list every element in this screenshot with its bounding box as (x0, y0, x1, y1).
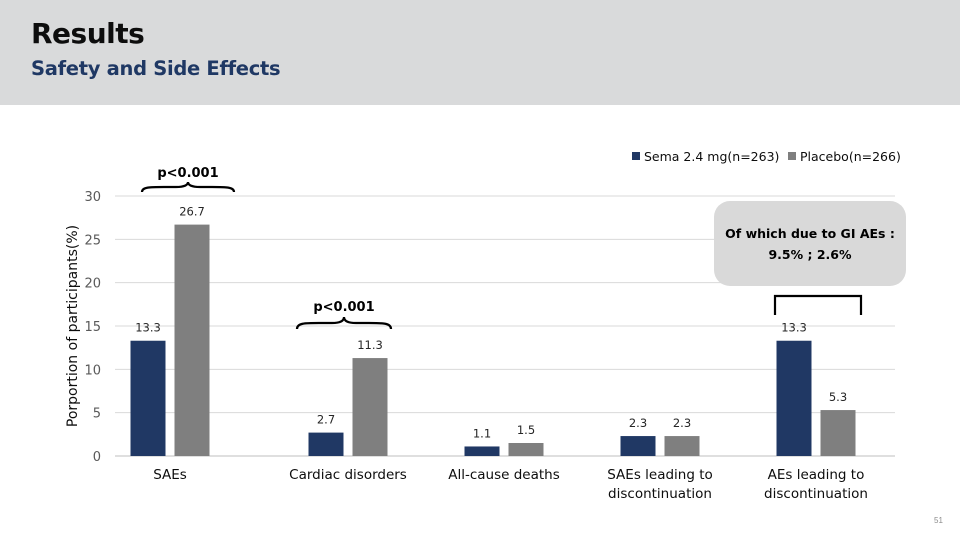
data-label: 26.7 (179, 205, 205, 219)
bar (174, 224, 210, 456)
x-tick-label: discontinuation (608, 486, 712, 502)
x-tick-label: Cardiac disorders (289, 467, 407, 483)
p-value-label: p<0.001 (157, 166, 218, 181)
data-label: 2.3 (673, 416, 691, 430)
x-tick-label: SAEs leading to (607, 467, 713, 483)
data-label: 13.3 (781, 321, 807, 335)
page-subtitle: Safety and Side Effects (31, 57, 281, 80)
data-label: 13.3 (135, 321, 161, 335)
legend-label: Placebo(n=266) (800, 149, 901, 164)
x-tick-label: All-cause deaths (448, 467, 560, 483)
legend-swatch (788, 152, 796, 160)
y-tick-label: 15 (84, 320, 101, 335)
chart-legend: Sema 2.4 mg(n=263) Placebo(n=266) (632, 149, 901, 164)
x-tick-label: discontinuation (764, 486, 868, 502)
chart-annotations: p<0.001 p<0.001 Of which due to GI AEs : 9.… (140, 166, 906, 330)
y-tick-label: 0 (93, 450, 101, 465)
bar (820, 410, 856, 456)
data-label: 2.7 (317, 413, 335, 427)
brace-icon (140, 181, 236, 193)
bar (508, 443, 544, 456)
legend-swatch (632, 152, 640, 160)
y-axis: 0 5 10 15 20 25 30 Porportion of participants(%… (65, 190, 101, 465)
callout-text: Of which due to GI AEs : (725, 226, 895, 241)
y-axis-label: Porportion of participants(%) (65, 225, 81, 427)
data-label: 1.5 (517, 423, 535, 437)
bar (464, 446, 500, 456)
callout-box (714, 201, 906, 286)
bar (664, 436, 700, 456)
data-label: 11.3 (357, 338, 383, 352)
y-tick-label: 10 (84, 363, 101, 378)
bar (130, 340, 166, 456)
x-tick-label: AEs leading to (768, 467, 865, 483)
y-tick-label: 30 (84, 190, 101, 205)
chart-bars: 13.3 2.7 1.1 2.3 13.3 26.7 11.3 1.5 2.3 5.3 (130, 205, 856, 456)
y-tick-label: 25 (84, 233, 101, 248)
data-label: 5.3 (829, 390, 847, 404)
callout-text: 9.5% ; 2.6% (768, 247, 852, 262)
bracket-icon (773, 294, 863, 315)
legend-label: Sema 2.4 mg(n=263) (644, 149, 779, 164)
page-number: 51 (934, 516, 943, 525)
y-tick-label: 5 (93, 407, 101, 422)
header-band (0, 0, 960, 105)
bar-chart: 0 5 10 15 20 25 30 Porportion of participants(%… (65, 149, 906, 502)
page-title: Results (31, 17, 145, 50)
bar (308, 432, 344, 456)
bar (620, 436, 656, 456)
x-tick-label: SAEs (153, 467, 187, 483)
bar (776, 340, 812, 456)
x-axis: SAEs Cardiac disorders All-cause deaths SAE… (153, 467, 868, 502)
p-value-label: p<0.001 (313, 300, 374, 315)
data-label: 1.1 (473, 426, 491, 440)
bar (352, 358, 388, 456)
y-tick-label: 20 (84, 277, 101, 292)
brace-icon (295, 316, 393, 330)
data-label: 2.3 (629, 416, 647, 430)
